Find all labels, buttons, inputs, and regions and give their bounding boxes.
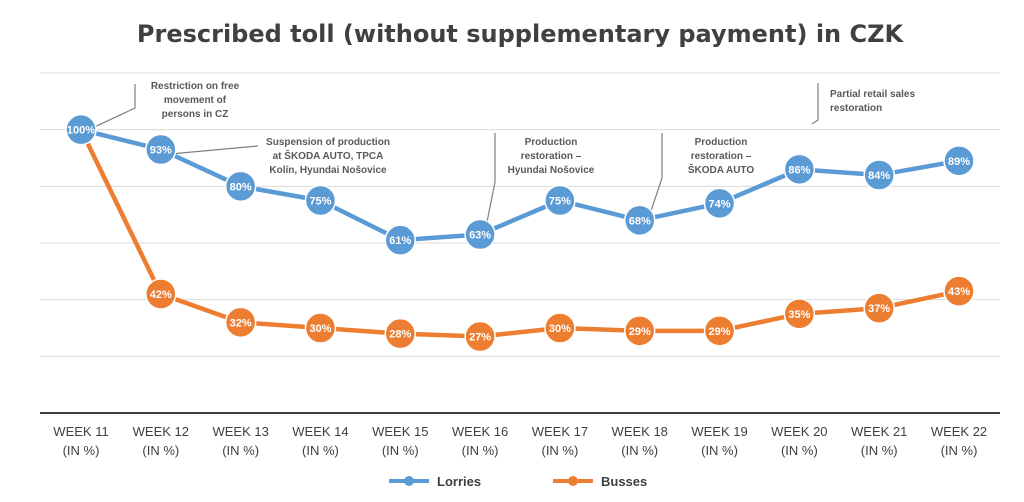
- data-label-busses: 30%: [309, 323, 331, 335]
- annotation-leader-line: [649, 133, 663, 215]
- x-tick-label: WEEK 18 (IN %): [612, 424, 668, 458]
- legend: Lorries Busses: [389, 474, 647, 489]
- data-point-lorries: [224, 170, 257, 203]
- x-axis: WEEK 11 (IN %) WEEK 12 (IN %) WEEK 13 (IN %) W…: [40, 412, 1000, 458]
- x-tick-label: WEEK 20 (IN %): [771, 424, 827, 458]
- annotation-text: Partial retail sales restoration: [830, 89, 915, 114]
- series-group: 42% 32% 30% 28% 27% 30% 29% 29% 35% 37% 43% 100% 93%…: [65, 113, 975, 353]
- data-label-lorries: 68%: [629, 215, 651, 227]
- data-point-lorries: [623, 204, 656, 237]
- x-tick-label: WEEK 15 (IN %): [372, 424, 428, 458]
- x-tick-label: WEEK 14 (IN %): [292, 424, 348, 458]
- data-point-busses: [145, 278, 177, 310]
- data-point-lorries: [304, 184, 337, 217]
- data-point-lorries: [464, 218, 496, 251]
- data-label-lorries: 75%: [549, 196, 571, 208]
- legend-swatch-marker: [568, 476, 578, 486]
- data-label-lorries: 100%: [67, 125, 95, 137]
- data-label-lorries: 80%: [230, 181, 252, 193]
- annotation-leader-line: [87, 84, 136, 131]
- x-tick-label: WEEK 21 (IN %): [851, 424, 907, 458]
- data-point-lorries: [943, 145, 975, 177]
- data-label-lorries: 61%: [389, 235, 411, 247]
- data-point-busses: [544, 312, 576, 344]
- annotation-leader-line: [811, 83, 819, 125]
- data-point-busses: [224, 306, 257, 339]
- data-point-busses: [623, 315, 656, 347]
- data-label-lorries: 74%: [709, 198, 731, 210]
- annotation-text: Production restoration – Hyundai Nošovice: [508, 137, 595, 176]
- data-point-lorries: [65, 113, 97, 146]
- data-label-busses: 29%: [709, 326, 731, 338]
- annotation-text: Production restoration – ŠKODA AUTO: [688, 137, 755, 176]
- data-label-lorries: 93%: [150, 145, 172, 157]
- x-tick-label: WEEK 12 (IN %): [133, 424, 189, 458]
- data-point-busses: [384, 317, 417, 350]
- data-point-lorries: [384, 224, 417, 256]
- data-point-lorries: [703, 187, 736, 220]
- data-label-busses: 32%: [230, 317, 252, 329]
- data-point-busses: [783, 298, 816, 330]
- data-label-busses: 30%: [549, 323, 571, 335]
- gridlines: [40, 72, 1000, 357]
- x-tick-label: WEEK 22 (IN %): [931, 424, 987, 458]
- legend-label: Lorries: [437, 474, 481, 489]
- data-label-lorries: 75%: [309, 196, 331, 208]
- data-label-lorries: 63%: [469, 230, 491, 242]
- legend-label: Busses: [601, 474, 647, 489]
- data-label-busses: 29%: [629, 326, 651, 338]
- data-point-busses: [304, 312, 337, 344]
- annotation-leader-line: [484, 133, 496, 233]
- annotations: Restriction on free movement of persons in…: [87, 81, 915, 233]
- annotation-text: Restriction on free movement of persons in…: [151, 81, 240, 120]
- data-label-busses: 42%: [150, 289, 172, 301]
- data-label-busses: 37%: [868, 303, 890, 315]
- data-point-lorries: [544, 184, 576, 217]
- data-label-lorries: 84%: [868, 170, 890, 182]
- data-point-busses: [863, 292, 895, 324]
- data-point-busses: [464, 320, 496, 353]
- data-point-lorries: [783, 153, 816, 186]
- data-point-lorries: [863, 159, 895, 191]
- data-point-busses: [703, 315, 736, 347]
- data-point-busses: [943, 275, 975, 307]
- chart-title: Prescribed toll (without supplementary p…: [137, 20, 905, 48]
- data-label-busses: 43%: [948, 286, 970, 298]
- x-tick-label: WEEK 17 (IN %): [532, 424, 588, 458]
- x-tick-label: WEEK 19 (IN %): [691, 424, 747, 458]
- data-point-lorries: [145, 133, 177, 166]
- annotation-leader-line: [169, 145, 259, 155]
- data-label-busses: 35%: [788, 309, 810, 321]
- data-label-busses: 27%: [469, 332, 491, 344]
- legend-swatch-marker: [404, 476, 414, 486]
- data-label-busses: 28%: [389, 329, 411, 341]
- data-label-lorries: 89%: [948, 156, 970, 168]
- x-tick-label: WEEK 16 (IN %): [452, 424, 508, 458]
- data-label-lorries: 86%: [788, 164, 810, 176]
- series-line-lorries: [80, 127, 960, 243]
- x-tick-label: WEEK 11 (IN %): [53, 424, 108, 458]
- x-tick-label: WEEK 13 (IN %): [212, 424, 268, 458]
- annotation-text: Suspension of production at ŠKODA AUTO, T…: [266, 137, 390, 176]
